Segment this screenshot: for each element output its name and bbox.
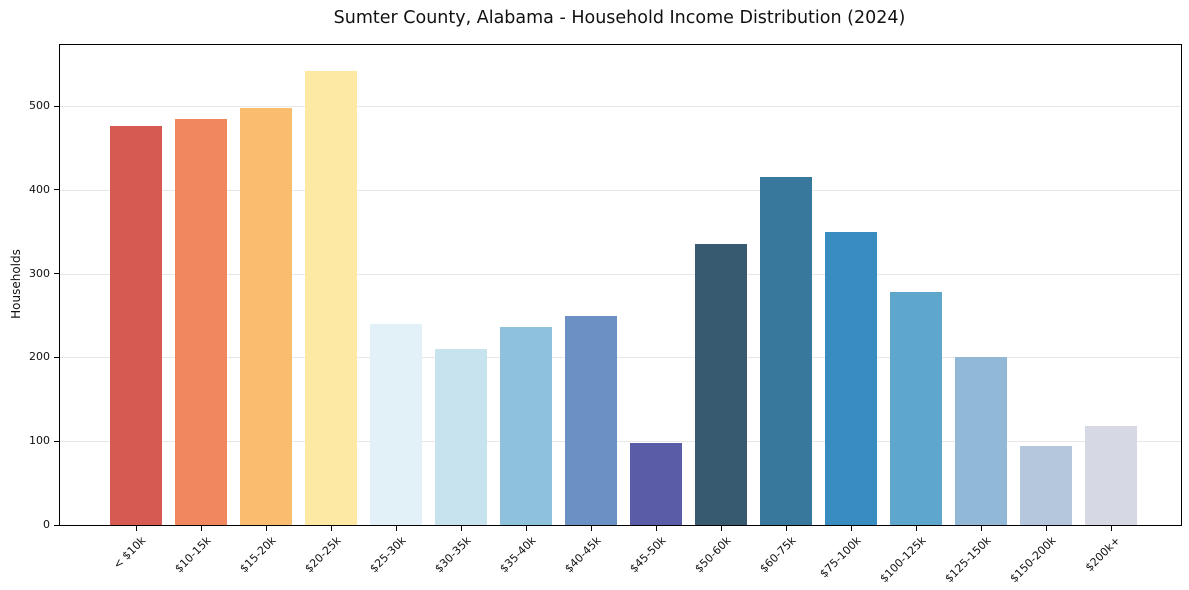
y-tick-mark — [54, 105, 59, 107]
x-tick-mark — [915, 526, 917, 531]
bar — [500, 327, 552, 525]
bar — [1020, 446, 1072, 525]
gridline — [60, 441, 1181, 443]
x-tick-mark — [330, 526, 332, 531]
y-tick-mark — [54, 440, 59, 442]
bar — [1085, 426, 1137, 525]
bar — [240, 107, 292, 525]
bar — [110, 126, 162, 525]
y-tick-mark — [54, 356, 59, 359]
bar — [825, 231, 877, 525]
bar — [890, 292, 942, 525]
x-tick-mark — [200, 526, 202, 531]
y-tick-label: 300 — [29, 266, 50, 280]
gridline — [60, 273, 1181, 275]
gridline — [60, 189, 1181, 191]
x-tick-mark — [135, 526, 137, 531]
bar — [370, 323, 422, 525]
gridline — [60, 106, 1181, 107]
y-tick-mark — [54, 189, 59, 191]
y-tick-mark — [54, 524, 59, 526]
y-tick-mark — [54, 273, 59, 275]
x-tick-mark — [720, 526, 722, 531]
chart-title: Sumter County, Alabama - Household Incom… — [333, 8, 906, 28]
x-tick-mark — [980, 526, 982, 531]
bar — [305, 70, 357, 525]
x-tick-mark — [1110, 526, 1112, 531]
x-tick-mark — [590, 526, 592, 531]
bar — [760, 177, 812, 525]
bar — [955, 357, 1007, 525]
gridline — [60, 357, 1181, 359]
x-tick-mark — [655, 526, 657, 531]
bar — [630, 442, 682, 525]
y-tick-label: 200 — [29, 350, 50, 364]
y-tick-label: 0 — [43, 518, 50, 531]
x-tick-mark — [265, 526, 267, 531]
y-tick-label: 500 — [29, 99, 50, 112]
x-tick-mark — [525, 526, 527, 531]
x-tick-mark — [460, 526, 462, 531]
bar — [565, 315, 617, 525]
x-tick-mark — [850, 526, 852, 531]
bar — [175, 119, 227, 525]
x-tick-mark — [395, 526, 397, 531]
y-tick-label: 100 — [29, 434, 50, 448]
plot-area: 0 100 200 300 400 500 < $10k $10-15k $15-20k $20-… — [29, 44, 1182, 585]
y-tick-label: 400 — [29, 182, 50, 196]
bar — [435, 349, 487, 525]
x-tick-mark — [1045, 526, 1047, 531]
bar — [695, 244, 747, 525]
x-tick-mark — [785, 526, 787, 531]
y-axis-label: Households — [9, 249, 23, 319]
